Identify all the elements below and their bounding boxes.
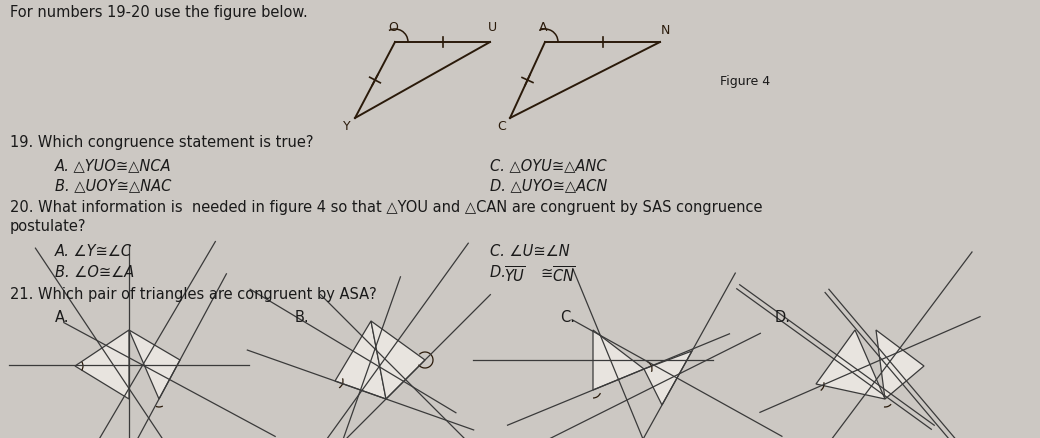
Text: A. △YUO≅△NCA: A. △YUO≅△NCA: [55, 158, 172, 173]
Text: O: O: [388, 21, 398, 34]
Text: D. △UYO≅△ACN: D. △UYO≅△ACN: [490, 178, 607, 193]
Text: A.: A.: [55, 310, 70, 325]
Text: $\overline{YU}$: $\overline{YU}$: [504, 265, 525, 285]
Text: postulate?: postulate?: [10, 219, 86, 234]
Text: For numbers 19-20 use the figure below.: For numbers 19-20 use the figure below.: [10, 5, 308, 20]
Text: B. △UOY≅△NAC: B. △UOY≅△NAC: [55, 178, 172, 193]
Text: B. ∠O≅∠A: B. ∠O≅∠A: [55, 265, 134, 280]
Text: 19. Which congruence statement is true?: 19. Which congruence statement is true?: [10, 135, 313, 150]
Text: D.: D.: [490, 265, 511, 280]
Text: 21. Which pair of triangles are congruent by ASA?: 21. Which pair of triangles are congruen…: [10, 287, 376, 302]
Text: 20. What information is  needed in figure 4 so that △YOU and △CAN are congruent : 20. What information is needed in figure…: [10, 200, 762, 215]
Text: C.: C.: [560, 310, 575, 325]
Text: C: C: [497, 120, 506, 133]
Text: B.: B.: [295, 310, 310, 325]
Polygon shape: [371, 321, 425, 399]
Text: U: U: [488, 21, 496, 34]
Text: A. ∠Y≅∠C: A. ∠Y≅∠C: [55, 244, 132, 259]
Polygon shape: [876, 330, 924, 399]
Polygon shape: [816, 330, 885, 399]
Text: A: A: [539, 21, 547, 34]
Text: Y: Y: [343, 120, 350, 133]
Text: C. △OYU≅△ANC: C. △OYU≅△ANC: [490, 158, 606, 173]
Text: D.: D.: [775, 310, 791, 325]
Text: $\cong$: $\cong$: [538, 265, 553, 280]
Text: C. ∠U≅∠N: C. ∠U≅∠N: [490, 244, 570, 259]
Polygon shape: [75, 330, 129, 399]
Polygon shape: [644, 351, 692, 405]
Text: N: N: [660, 24, 670, 37]
Polygon shape: [129, 330, 180, 399]
Text: Figure 4: Figure 4: [720, 75, 771, 88]
Polygon shape: [593, 330, 644, 390]
Polygon shape: [335, 321, 386, 399]
Text: $\overline{CN}$: $\overline{CN}$: [552, 265, 575, 285]
